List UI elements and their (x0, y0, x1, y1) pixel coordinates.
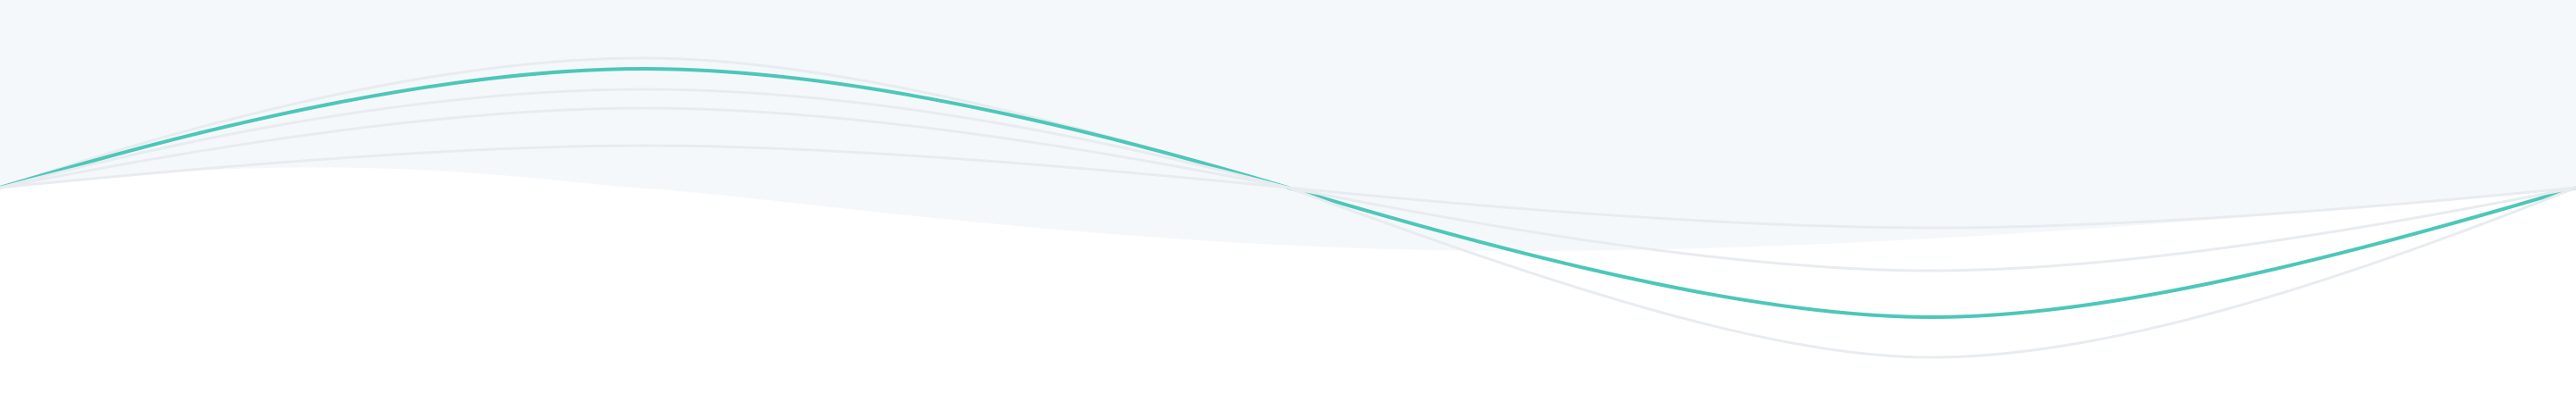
bottom-faint-wave (0, 88, 2576, 359)
wave-fill-region (0, 0, 2576, 251)
